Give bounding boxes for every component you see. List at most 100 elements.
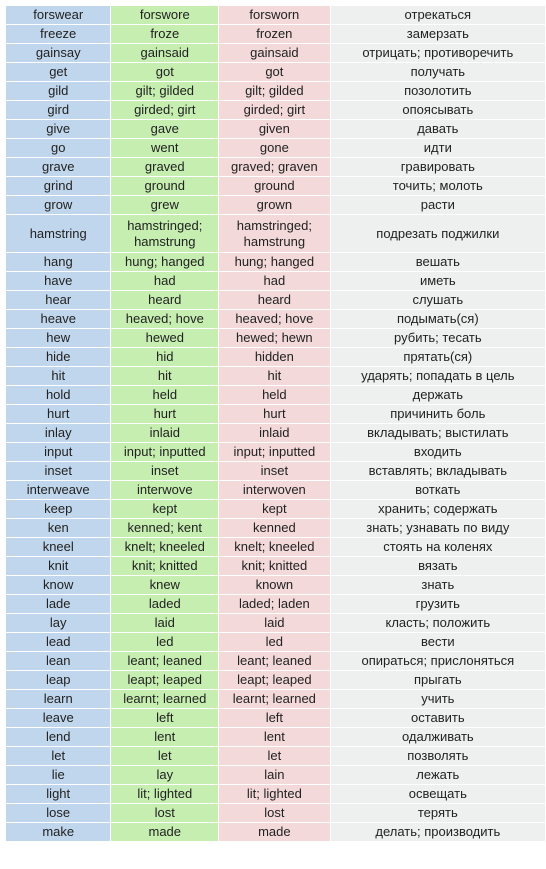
translation-cell: позолотить: [329, 81, 546, 101]
past-participle-cell: learnt; learned: [218, 689, 331, 709]
translation-cell: подымать(ся): [329, 309, 546, 329]
infinitive-cell: grow: [4, 195, 112, 215]
table-row: inset inset inset вставлять; вкладывать: [4, 461, 546, 481]
infinitive-cell: input: [4, 442, 112, 462]
infinitive-cell: learn: [4, 689, 112, 709]
past-simple-cell: knit; knitted: [110, 556, 220, 576]
translation-cell: оставить: [329, 708, 546, 728]
past-simple-cell: froze: [110, 24, 220, 44]
past-simple-cell: leant; leaned: [110, 651, 220, 671]
past-participle-cell: girded; girt: [218, 100, 331, 120]
infinitive-cell: lean: [4, 651, 112, 671]
table-row: gild gilt; gilded gilt; gilded позолотить: [4, 81, 546, 101]
past-simple-cell: inset: [110, 461, 220, 481]
translation-cell: знать: [329, 575, 546, 595]
past-simple-cell: heaved; hove: [110, 309, 220, 329]
past-participle-cell: had: [218, 271, 331, 291]
table-row: get got got получать: [4, 62, 546, 82]
past-participle-cell: lent: [218, 727, 331, 747]
past-simple-cell: kenned; kent: [110, 518, 220, 538]
translation-cell: вставлять; вкладывать: [329, 461, 546, 481]
table-row: give gave given давать: [4, 119, 546, 139]
translation-cell: лежать: [329, 765, 546, 785]
past-participle-cell: lit; lighted: [218, 784, 331, 804]
translation-cell: прятать(ся): [329, 347, 546, 367]
table-row: go went gone идти: [4, 138, 546, 158]
translation-cell: опоясывать: [329, 100, 546, 120]
infinitive-cell: lay: [4, 613, 112, 633]
past-simple-cell: made: [110, 822, 220, 842]
infinitive-cell: lie: [4, 765, 112, 785]
translation-cell: вести: [329, 632, 546, 652]
past-participle-cell: inlaid: [218, 423, 331, 443]
translation-cell: делать; производить: [329, 822, 546, 842]
past-simple-cell: girded; girt: [110, 100, 220, 120]
table-row: learn learnt; learned learnt; learned учить: [4, 689, 546, 709]
table-row: gainsay gainsaid gainsaid отрицать; противо…: [4, 43, 546, 63]
table-row: have had had иметь: [4, 271, 546, 291]
past-simple-cell: grew: [110, 195, 220, 215]
past-participle-cell: graved; graven: [218, 157, 331, 177]
past-participle-cell: heard: [218, 290, 331, 310]
infinitive-cell: forswear: [4, 5, 112, 25]
table-row: hear heard heard слушать: [4, 290, 546, 310]
translation-cell: вешать: [329, 252, 546, 272]
past-participle-cell: ground: [218, 176, 331, 196]
past-participle-cell: input; inputted: [218, 442, 331, 462]
infinitive-cell: freeze: [4, 24, 112, 44]
past-participle-cell: leant; leaned: [218, 651, 331, 671]
past-simple-cell: input; inputted: [110, 442, 220, 462]
infinitive-cell: inlay: [4, 423, 112, 443]
translation-cell: одалживать: [329, 727, 546, 747]
past-participle-cell: held: [218, 385, 331, 405]
past-simple-cell: hamstringed; hamstrung: [110, 214, 220, 253]
past-participle-cell: led: [218, 632, 331, 652]
past-simple-cell: inlaid: [110, 423, 220, 443]
infinitive-cell: know: [4, 575, 112, 595]
past-simple-cell: hewed: [110, 328, 220, 348]
table-row: interweave interwove interwoven воткать: [4, 480, 546, 500]
infinitive-cell: grind: [4, 176, 112, 196]
past-participle-cell: hurt: [218, 404, 331, 424]
translation-cell: слушать: [329, 290, 546, 310]
verbs-table-body: forswear forswore forsworn отрекаться freeze…: [4, 5, 546, 842]
infinitive-cell: make: [4, 822, 112, 842]
translation-cell: учить: [329, 689, 546, 709]
translation-cell: класть; положить: [329, 613, 546, 633]
infinitive-cell: lade: [4, 594, 112, 614]
table-row: freeze froze frozen замерзать: [4, 24, 546, 44]
past-participle-cell: inset: [218, 461, 331, 481]
infinitive-cell: lose: [4, 803, 112, 823]
table-row: kneel knelt; kneeled knelt; kneeled стоять …: [4, 537, 546, 557]
translation-cell: отрицать; противоречить: [329, 43, 546, 63]
past-simple-cell: leapt; leaped: [110, 670, 220, 690]
table-row: gird girded; girt girded; girt опоясывать: [4, 100, 546, 120]
table-row: lead led led вести: [4, 632, 546, 652]
translation-cell: давать: [329, 119, 546, 139]
table-row: grow grew grown расти: [4, 195, 546, 215]
table-row: hold held held держать: [4, 385, 546, 405]
past-participle-cell: left: [218, 708, 331, 728]
translation-cell: грузить: [329, 594, 546, 614]
past-participle-cell: made: [218, 822, 331, 842]
infinitive-cell: interweave: [4, 480, 112, 500]
past-participle-cell: grown: [218, 195, 331, 215]
past-participle-cell: leapt; leaped: [218, 670, 331, 690]
past-simple-cell: hurt: [110, 404, 220, 424]
table-row: hide hid hidden прятать(ся): [4, 347, 546, 367]
past-participle-cell: let: [218, 746, 331, 766]
infinitive-cell: hold: [4, 385, 112, 405]
table-row: leap leapt; leaped leapt; leaped прыгать: [4, 670, 546, 690]
past-participle-cell: gilt; gilded: [218, 81, 331, 101]
table-row: leave left left оставить: [4, 708, 546, 728]
infinitive-cell: kneel: [4, 537, 112, 557]
past-participle-cell: kenned: [218, 518, 331, 538]
table-row: forswear forswore forsworn отрекаться: [4, 5, 546, 25]
infinitive-cell: light: [4, 784, 112, 804]
translation-cell: вкладывать; выстилать: [329, 423, 546, 443]
past-participle-cell: knit; knitted: [218, 556, 331, 576]
table-row: know knew known знать: [4, 575, 546, 595]
table-row: hamstring hamstringed; hamstrung hamstring…: [4, 214, 546, 253]
past-participle-cell: frozen: [218, 24, 331, 44]
past-simple-cell: had: [110, 271, 220, 291]
